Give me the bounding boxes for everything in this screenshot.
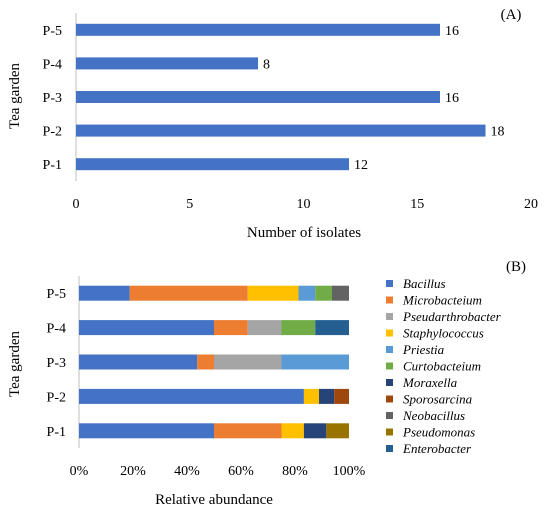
panel-b-bar-segment	[281, 354, 349, 370]
legend-label: Neobacillus	[402, 408, 465, 423]
legend-swatch	[386, 428, 393, 436]
panel-b-y-tick-label: P-5	[47, 287, 66, 302]
panel-a-bar	[76, 23, 440, 36]
panel-b-ylabel: Tea garden	[7, 331, 23, 397]
legend-label: Pseudarthrobacter	[402, 309, 502, 324]
panel-b-bar-segment	[214, 320, 248, 336]
panel-a-x-tick-label: 20	[524, 197, 538, 212]
panel-a-x-tick-label: 0	[73, 197, 80, 212]
panel-b-bar-segment	[315, 320, 349, 336]
panel-a-data-label: 16	[445, 24, 459, 39]
panel-a-x-tick-label: 15	[410, 197, 424, 212]
panel-a-y-tick-label: P-2	[43, 125, 62, 140]
panel-a-x-tick-label: 5	[186, 197, 193, 212]
panel-a-data-label: 12	[354, 158, 368, 173]
panel-b-y-tick-label: P-2	[47, 390, 66, 405]
legend-label: Curtobacteium	[403, 359, 481, 374]
panel-a-label: (A)	[501, 7, 522, 23]
legend-label: Enterobacter	[402, 441, 472, 456]
panel-b-bar-segment	[303, 388, 320, 404]
panel-b-plot: 0% 20% 40% 60% 80% 100% P-1 P-2 P-3 P-4 P-5	[47, 276, 366, 479]
panel-b-bar-segment	[79, 354, 198, 370]
panel-a-bar	[76, 91, 440, 103]
panel-b-bar-segment	[298, 285, 316, 301]
panel-a-y-tick-label: P-3	[43, 91, 62, 106]
panel-a-x-tick-label: 10	[297, 197, 311, 212]
panel-b-bar-segment	[303, 423, 327, 439]
panel-b-y-tick-label: P-3	[47, 356, 66, 371]
panel-b-bar-segment	[247, 285, 299, 301]
panel-a-bar	[76, 57, 258, 70]
panel-b-bar-segment	[79, 388, 304, 404]
panel-b-bar-segment	[214, 354, 282, 370]
panel-a-data-label: 8	[263, 57, 270, 72]
panel-b-bar-segment	[326, 423, 349, 439]
legend-swatch	[386, 313, 393, 320]
panel-b-bar-segment	[334, 388, 349, 404]
panel-a-ylabel: Tea garden	[7, 63, 23, 129]
panel-b-bar-segment	[331, 285, 349, 301]
panel-a-y-tick-label: P-5	[43, 24, 62, 39]
panel-b-bar-segment	[247, 320, 282, 336]
legend-swatch	[386, 395, 393, 403]
legend-swatch	[386, 280, 393, 287]
panel-b-x-tick-label: 0%	[70, 464, 89, 479]
legend-label: Staphylococcus	[403, 326, 484, 341]
legend-swatch	[386, 329, 393, 337]
panel-b-bar-segment	[79, 285, 130, 301]
panel-a-plot: 0 5 10 15 20 P-1 12 P-2 18 P-3 16 P-4 8 P-5 16	[43, 13, 538, 212]
legend-label: Priestia	[402, 342, 445, 357]
legend-label: Microbacteium	[402, 293, 482, 308]
panel-b-x-tick-label: 40%	[174, 464, 200, 479]
panel-b-x-tick-label: 60%	[228, 464, 254, 479]
panel-b-bar-segment	[281, 320, 316, 336]
panel-b-bar-segment	[79, 423, 214, 439]
legend-swatch	[386, 362, 393, 370]
panel-b-bar-segment	[315, 285, 332, 301]
legend-swatch	[386, 296, 393, 304]
legend-label: Sporosarcina	[403, 392, 473, 407]
panel-b-x-tick-label: 100%	[333, 464, 366, 479]
panel-b-y-tick-label: P-4	[47, 322, 66, 337]
legend-swatch	[386, 346, 393, 353]
legend-label: Moraxella	[402, 375, 458, 390]
panel-a-xlabel: Number of isolates	[247, 225, 361, 241]
panel-b-xlabel: Relative abundance	[155, 492, 273, 508]
legend-swatch	[386, 445, 393, 452]
panel-a-data-label: 16	[445, 91, 459, 106]
legend-swatch	[386, 379, 393, 386]
panel-a-data-label: 18	[491, 125, 505, 140]
legend-swatch	[386, 412, 393, 419]
panel-a-bar	[76, 124, 486, 137]
panel-b-bar-segment	[129, 285, 248, 301]
panel-b-bar-segment	[79, 320, 214, 336]
legend-label: Pseudomonas	[402, 425, 475, 440]
panel-b-x-tick-label: 20%	[120, 464, 146, 479]
panel-a-y-tick-label: P-1	[43, 158, 62, 173]
panel-b-bar-segment	[214, 423, 282, 439]
panel-b-bar-segment	[197, 354, 214, 370]
panel-b-bar-segment	[281, 423, 304, 439]
panel-a-bar	[76, 158, 349, 171]
panel-b-x-tick-label: 80%	[282, 464, 308, 479]
panel-b-y-tick-label: P-1	[47, 425, 66, 440]
panel-b-label: (B)	[506, 259, 526, 275]
legend-label: Bacillus	[403, 276, 446, 291]
panel-a-y-tick-label: P-4	[43, 57, 62, 72]
panel-b-bar-segment	[319, 388, 335, 404]
